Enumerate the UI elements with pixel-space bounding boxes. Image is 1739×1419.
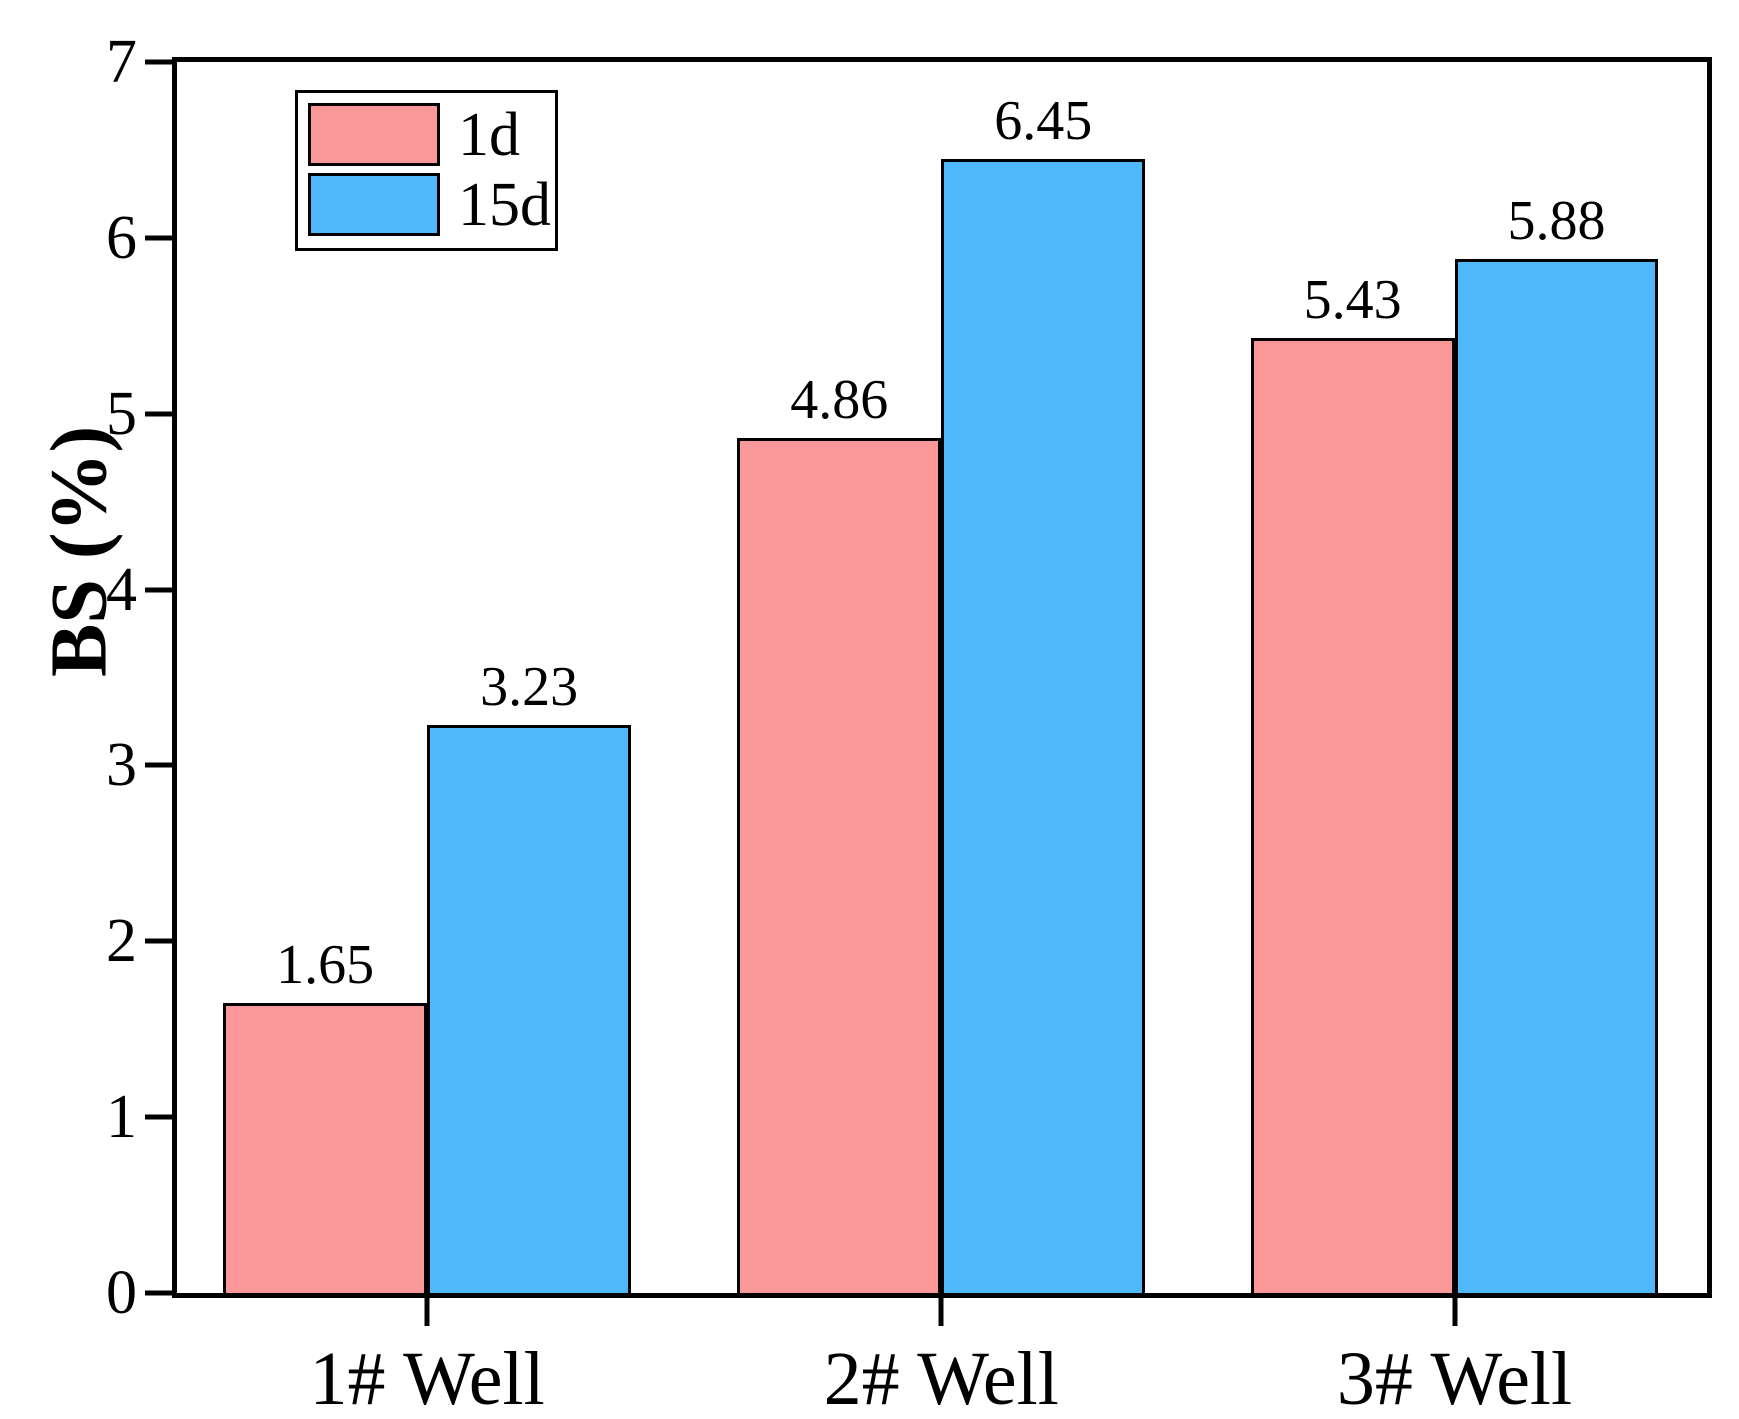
bar-1d-3	[1250, 338, 1455, 1293]
y-tick-7	[145, 59, 172, 65]
bar-1d-1	[223, 1002, 428, 1293]
x-category-label-2: 2# Well	[823, 1337, 1059, 1419]
bar-15d-3	[1454, 258, 1659, 1293]
legend-label-1d: 1d	[458, 100, 520, 169]
x-category-label-1: 1# Well	[309, 1337, 545, 1419]
bar-value-label-1d-1: 1.65	[276, 933, 375, 996]
y-tick-label-5: 5	[106, 379, 137, 448]
legend-swatch-1d	[308, 103, 440, 166]
bar-15d-1	[427, 724, 632, 1293]
y-tick-label-6: 6	[106, 203, 137, 272]
bar-value-label-1d-3: 5.43	[1303, 269, 1402, 332]
y-tick-label-0: 0	[106, 1259, 137, 1327]
bar-value-label-15d-1: 3.23	[480, 655, 579, 718]
bar-value-label-1d-2: 4.86	[790, 369, 889, 432]
y-tick-label-3: 3	[106, 731, 137, 800]
legend-item-1d: 1d	[308, 103, 555, 166]
x-tick-1	[424, 1298, 430, 1326]
y-tick-label-7: 7	[106, 28, 137, 96]
y-tick-2	[145, 938, 172, 944]
y-tick-6	[145, 235, 172, 241]
plot-area: 1.65 4.86 5.43 3.23 6.45 5.88 0 1 2 3 4 5 6 7 1# Wel…	[106, 31, 1712, 1417]
y-tick-1	[145, 1114, 172, 1120]
bar-value-label-15d-3: 5.88	[1507, 189, 1606, 252]
y-tick-4	[145, 587, 172, 593]
legend-label-15d: 15d	[458, 170, 551, 239]
bar-15d-2	[941, 158, 1146, 1293]
x-category-label-3: 3# Well	[1336, 1337, 1573, 1419]
legend-item-15d: 15d	[308, 173, 555, 236]
y-tick-3	[145, 762, 172, 768]
bar-value-label-15d-2: 6.45	[994, 89, 1093, 152]
legend: 1d 15d	[295, 90, 558, 251]
legend-swatch-15d	[308, 173, 440, 236]
y-tick-label-4: 4	[106, 555, 137, 624]
y-tick-label-1: 1	[106, 1083, 137, 1152]
y-tick-5	[145, 411, 172, 417]
y-tick-label-2: 2	[106, 907, 137, 976]
x-tick-3	[1452, 1298, 1458, 1326]
bar-1d-2	[737, 438, 942, 1293]
x-tick-2	[938, 1298, 944, 1326]
y-tick-0	[145, 1290, 172, 1296]
y-axis-title: BS (%)	[35, 425, 124, 677]
